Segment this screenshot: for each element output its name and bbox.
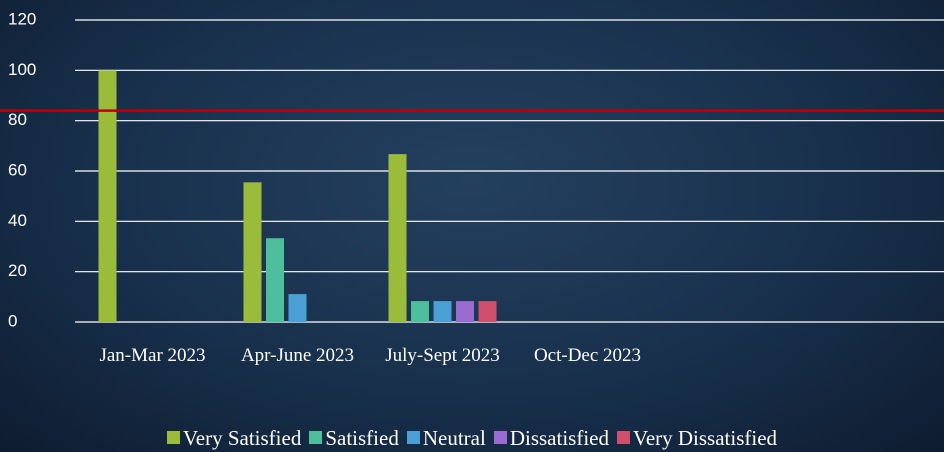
legend-swatch xyxy=(309,431,323,444)
y-tick-label: 0 xyxy=(8,311,17,330)
y-tick-label: 60 xyxy=(8,160,27,179)
x-tick-label: Oct-Dec 2023 xyxy=(533,345,642,366)
y-tick-label: 100 xyxy=(8,60,36,79)
bar xyxy=(243,182,262,322)
bar xyxy=(478,301,497,322)
bar xyxy=(456,301,474,322)
legend-label: Neutral xyxy=(422,426,486,450)
legend-item: Dissatisfied xyxy=(493,426,609,451)
x-tick-label: July-Sept 2023 xyxy=(385,345,500,366)
y-tick-label: 20 xyxy=(8,261,27,280)
y-tick-label: 40 xyxy=(8,211,27,230)
legend-swatch xyxy=(166,431,180,444)
bar xyxy=(433,301,452,322)
legend-swatch xyxy=(406,431,420,444)
legend-swatch xyxy=(616,431,630,444)
legend: Very Satisfied Satisfied Neutral Dissatisfi… xyxy=(0,426,944,451)
legend-swatch xyxy=(493,431,507,444)
legend-item: Very Dissatisfied xyxy=(616,426,778,451)
y-tick-label: 120 xyxy=(8,9,36,28)
legend-label: Very Satisfied xyxy=(182,426,302,450)
legend-label: Very Dissatisfied xyxy=(632,426,778,450)
bar xyxy=(388,154,407,322)
bar xyxy=(411,301,429,322)
bar xyxy=(98,70,117,322)
x-tick-label: Jan-Mar 2023 xyxy=(99,345,206,366)
legend-label: Dissatisfied xyxy=(509,426,609,450)
legend-label: Satisfied xyxy=(325,426,399,450)
legend-item: Satisfied xyxy=(309,426,399,451)
legend-item: Very Satisfied xyxy=(166,426,302,451)
bar xyxy=(288,294,307,322)
y-tick-label: 80 xyxy=(8,110,27,129)
x-tick-label: Apr-June 2023 xyxy=(240,345,355,366)
bar xyxy=(266,238,284,322)
legend-item: Neutral xyxy=(406,426,486,451)
